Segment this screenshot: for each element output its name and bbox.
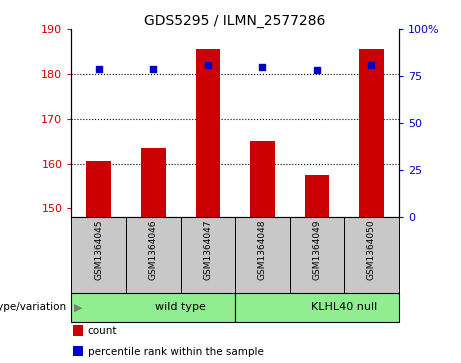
Text: GSM1364047: GSM1364047 (203, 220, 213, 280)
Text: GSM1364045: GSM1364045 (94, 220, 103, 280)
Point (259, 64, 266, 70)
Point (204, 62, 212, 68)
Text: KLHL40 null: KLHL40 null (311, 302, 378, 312)
Text: GSM1364046: GSM1364046 (149, 220, 158, 280)
Bar (250, 141, 275, 217)
Text: GSM1364048: GSM1364048 (258, 220, 267, 280)
Point (149, 66, 157, 72)
Text: ▶: ▶ (74, 302, 82, 312)
Bar (344, 217, 399, 293)
Point (368, 62, 375, 68)
Bar (126, 217, 181, 293)
Text: GSM1364050: GSM1364050 (367, 220, 376, 280)
Text: wild type: wild type (155, 302, 206, 312)
Bar (235, 293, 399, 322)
Bar (73, 325, 83, 336)
Bar (141, 148, 165, 217)
Bar (87, 161, 111, 217)
Title: GDS5295 / ILMN_2577286: GDS5295 / ILMN_2577286 (144, 14, 326, 28)
Bar (235, 217, 290, 293)
Bar (181, 217, 235, 293)
Point (95, 66, 102, 72)
Bar (290, 217, 344, 293)
Text: genotype/variation: genotype/variation (0, 302, 67, 312)
Bar (305, 175, 329, 217)
Bar (195, 49, 220, 217)
Text: GSM1364049: GSM1364049 (313, 220, 321, 280)
Bar (71, 217, 126, 293)
Text: count: count (88, 326, 117, 336)
Point (313, 68, 321, 73)
Bar (359, 49, 384, 217)
Bar (73, 346, 83, 356)
Text: percentile rank within the sample: percentile rank within the sample (88, 347, 264, 357)
Bar (71, 293, 235, 322)
